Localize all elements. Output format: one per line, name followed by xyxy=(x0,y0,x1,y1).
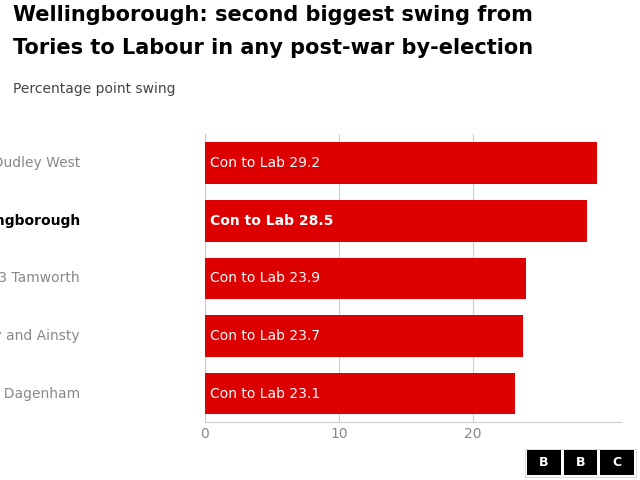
Text: Con to Lab 28.5: Con to Lab 28.5 xyxy=(210,214,333,228)
Text: Con to Lab 23.1: Con to Lab 23.1 xyxy=(210,386,320,401)
Text: Wellingborough: second biggest swing from: Wellingborough: second biggest swing fro… xyxy=(13,5,532,25)
Text: Con to Lab 23.9: Con to Lab 23.9 xyxy=(210,271,320,286)
Text: 1994 Dudley West: 1994 Dudley West xyxy=(0,156,80,170)
Text: Tories to Labour in any post-war by-election: Tories to Labour in any post-war by-elec… xyxy=(13,38,533,59)
Text: B: B xyxy=(540,456,548,469)
Bar xyxy=(205,258,525,299)
Bar xyxy=(205,373,515,414)
Text: Con to Lab 29.2: Con to Lab 29.2 xyxy=(210,156,320,170)
Text: Percentage point swing: Percentage point swing xyxy=(13,82,175,96)
Text: 2023 Selby and Ainsty: 2023 Selby and Ainsty xyxy=(0,329,80,343)
Text: 2023 Tamworth: 2023 Tamworth xyxy=(0,271,80,286)
Text: C: C xyxy=(612,456,621,469)
Bar xyxy=(205,143,596,184)
Text: B: B xyxy=(576,456,585,469)
Text: 1994 Dagenham: 1994 Dagenham xyxy=(0,386,80,401)
Bar xyxy=(205,200,588,241)
Text: 2024 Wellingborough: 2024 Wellingborough xyxy=(0,214,80,228)
Bar xyxy=(205,315,523,357)
Text: Con to Lab 23.7: Con to Lab 23.7 xyxy=(210,329,320,343)
